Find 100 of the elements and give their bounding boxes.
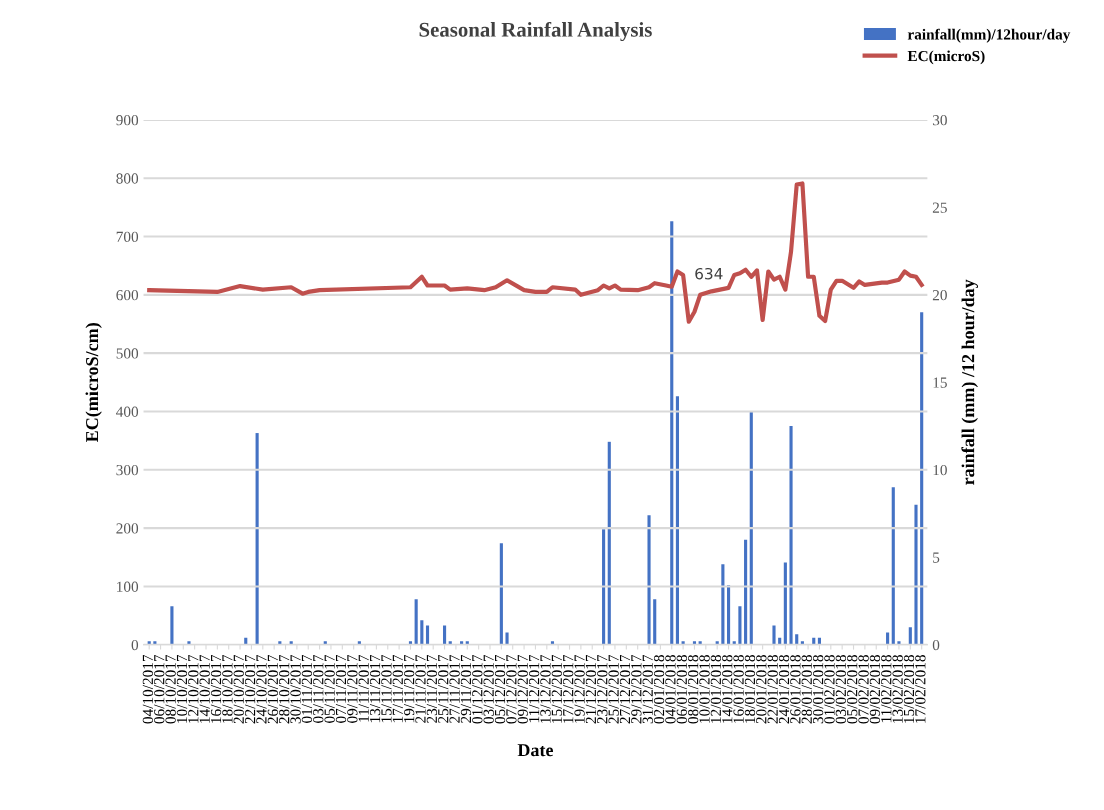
bar	[783, 562, 787, 645]
x-tick-label: 14/10/2017	[199, 654, 210, 723]
x-tick-label: 05/11/2017	[324, 654, 335, 723]
bar	[420, 620, 424, 645]
bar	[443, 625, 447, 645]
bar	[749, 412, 753, 645]
x-axis-title: Date	[517, 744, 554, 757]
x-tick-label: 12/10/2017	[188, 654, 199, 723]
x-tick-label: 17/11/2017	[392, 654, 403, 723]
bar	[795, 634, 799, 645]
x-tick-label: 09/12/2017	[517, 654, 528, 724]
x-tick-label: 09/02/2018	[869, 655, 881, 724]
x-tick-label: 18/01/2018	[744, 655, 756, 723]
x-tick-label: 05/12/2017	[494, 654, 506, 724]
y-tick-label: 500	[116, 348, 139, 359]
bar	[414, 599, 418, 645]
x-tick-label: 04/10/2017	[142, 654, 154, 724]
y2-tick-label: 25	[932, 202, 947, 213]
y-tick-label: 0	[131, 639, 139, 651]
y-tick-label: 700	[116, 231, 139, 242]
x-tick-label: 14/01/2018	[722, 655, 733, 723]
x-tick-label: 30/01/2018	[812, 655, 824, 724]
bar	[602, 529, 606, 645]
bar	[653, 599, 657, 645]
x-tick-label: 21/12/2017	[585, 654, 597, 724]
bar	[908, 627, 912, 645]
x-tick-label: 15/11/2017	[381, 654, 392, 723]
bar	[607, 441, 611, 645]
y2-tick-label: 5	[933, 552, 940, 563]
bar	[255, 433, 259, 645]
x-tick-label: 01/02/2018	[824, 655, 835, 724]
bar	[675, 396, 679, 645]
x-tick-label: 11/02/2018	[881, 655, 892, 723]
bar	[914, 504, 918, 645]
x-tick-label: 02/01/2018	[653, 655, 665, 724]
x-tick-label: 15/12/2017	[551, 654, 562, 723]
x-tick-label: 24/10/2017	[256, 654, 267, 724]
x-tick-label: 23/11/2017	[426, 654, 438, 723]
x-tick-label: 03/11/2017	[313, 654, 324, 723]
x-tick-label: 26/01/2018	[790, 655, 801, 724]
y2-axis-title: rainfall (mm) /12 hour/day	[961, 279, 978, 485]
x-tick-label: 07/02/2018	[858, 655, 869, 724]
x-tick-label: 01/11/2017	[301, 654, 313, 723]
bar	[789, 426, 793, 645]
x-tick-label: 12/01/2018	[710, 655, 722, 723]
x-tick-label: 09/11/2017	[347, 654, 358, 723]
y-tick-label: 600	[116, 289, 139, 301]
bar	[670, 221, 674, 645]
y2-tick-label: 0	[932, 639, 940, 651]
x-tick-label: 08/01/2018	[687, 655, 699, 724]
x-tick-label: 13/12/2017	[540, 654, 551, 723]
x-tick-label: 11/12/2017	[528, 654, 540, 723]
x-tick-label: 28/01/2018	[801, 655, 812, 724]
x-tick-label: 28/10/2017	[279, 654, 290, 724]
legend-label: EC(microS)	[907, 50, 985, 65]
x-tick-label: 29/11/2017	[460, 654, 472, 723]
bar	[738, 606, 742, 645]
x-tick-label: 16/01/2018	[733, 655, 744, 723]
x-tick-label: 15/02/2018	[903, 655, 915, 723]
y2-tick-label: 10	[933, 464, 947, 476]
annotation: 634	[695, 267, 723, 280]
x-tick-label: 20/10/2017	[233, 654, 244, 724]
y-tick-label: 800	[116, 173, 139, 184]
legend-label: rainfall(mm)/12hour/day	[907, 28, 1071, 43]
y-tick-label: 900	[116, 115, 139, 126]
x-tick-label: 10/01/2018	[699, 655, 710, 723]
y-tick-label: 400	[116, 406, 139, 417]
y-tick-label: 200	[116, 523, 139, 534]
x-tick-label: 19/12/2017	[574, 654, 585, 723]
y2-tick-label: 20	[932, 289, 947, 301]
x-tick-label: 23/12/2017	[597, 654, 608, 724]
x-tick-label: 06/01/2018	[676, 655, 687, 724]
bar	[187, 641, 191, 645]
bar	[897, 641, 901, 645]
bar	[425, 625, 430, 645]
x-tick-label: 29/12/2017	[631, 654, 642, 724]
x-tick-label: 27/11/2017	[449, 654, 460, 723]
y2-tick-label: 30	[932, 115, 947, 126]
x-tick-label: 01/12/2017	[472, 654, 483, 724]
x-tick-label: 07/11/2017	[335, 654, 347, 723]
x-tick-label: 13/11/2017	[369, 654, 381, 723]
x-tick-label: 13/02/2018	[892, 655, 903, 723]
y-tick-label: 100	[117, 581, 139, 592]
x-tick-label: 16/10/2017	[210, 654, 222, 723]
bar	[505, 632, 509, 645]
x-tick-label: 17/12/2017	[563, 654, 574, 723]
x-tick-label: 20/01/2018	[756, 655, 767, 724]
x-tick-label: 11/11/2017	[358, 654, 369, 722]
y2-tick-label: 15	[933, 377, 947, 388]
bar	[170, 606, 174, 645]
x-tick-label: 25/11/2017	[438, 654, 449, 723]
x-tick-label: 31/12/2017	[642, 654, 653, 724]
x-tick-label: 06/10/2017	[154, 654, 165, 724]
bar	[721, 564, 725, 645]
bar	[727, 585, 731, 645]
bar	[891, 487, 895, 645]
x-tick-label: 03/12/2017	[483, 654, 494, 724]
x-tick-label: 19/11/2017	[403, 654, 415, 723]
x-tick-label: 03/02/2018	[835, 655, 846, 724]
x-tick-label: 10/10/2017	[176, 654, 188, 723]
